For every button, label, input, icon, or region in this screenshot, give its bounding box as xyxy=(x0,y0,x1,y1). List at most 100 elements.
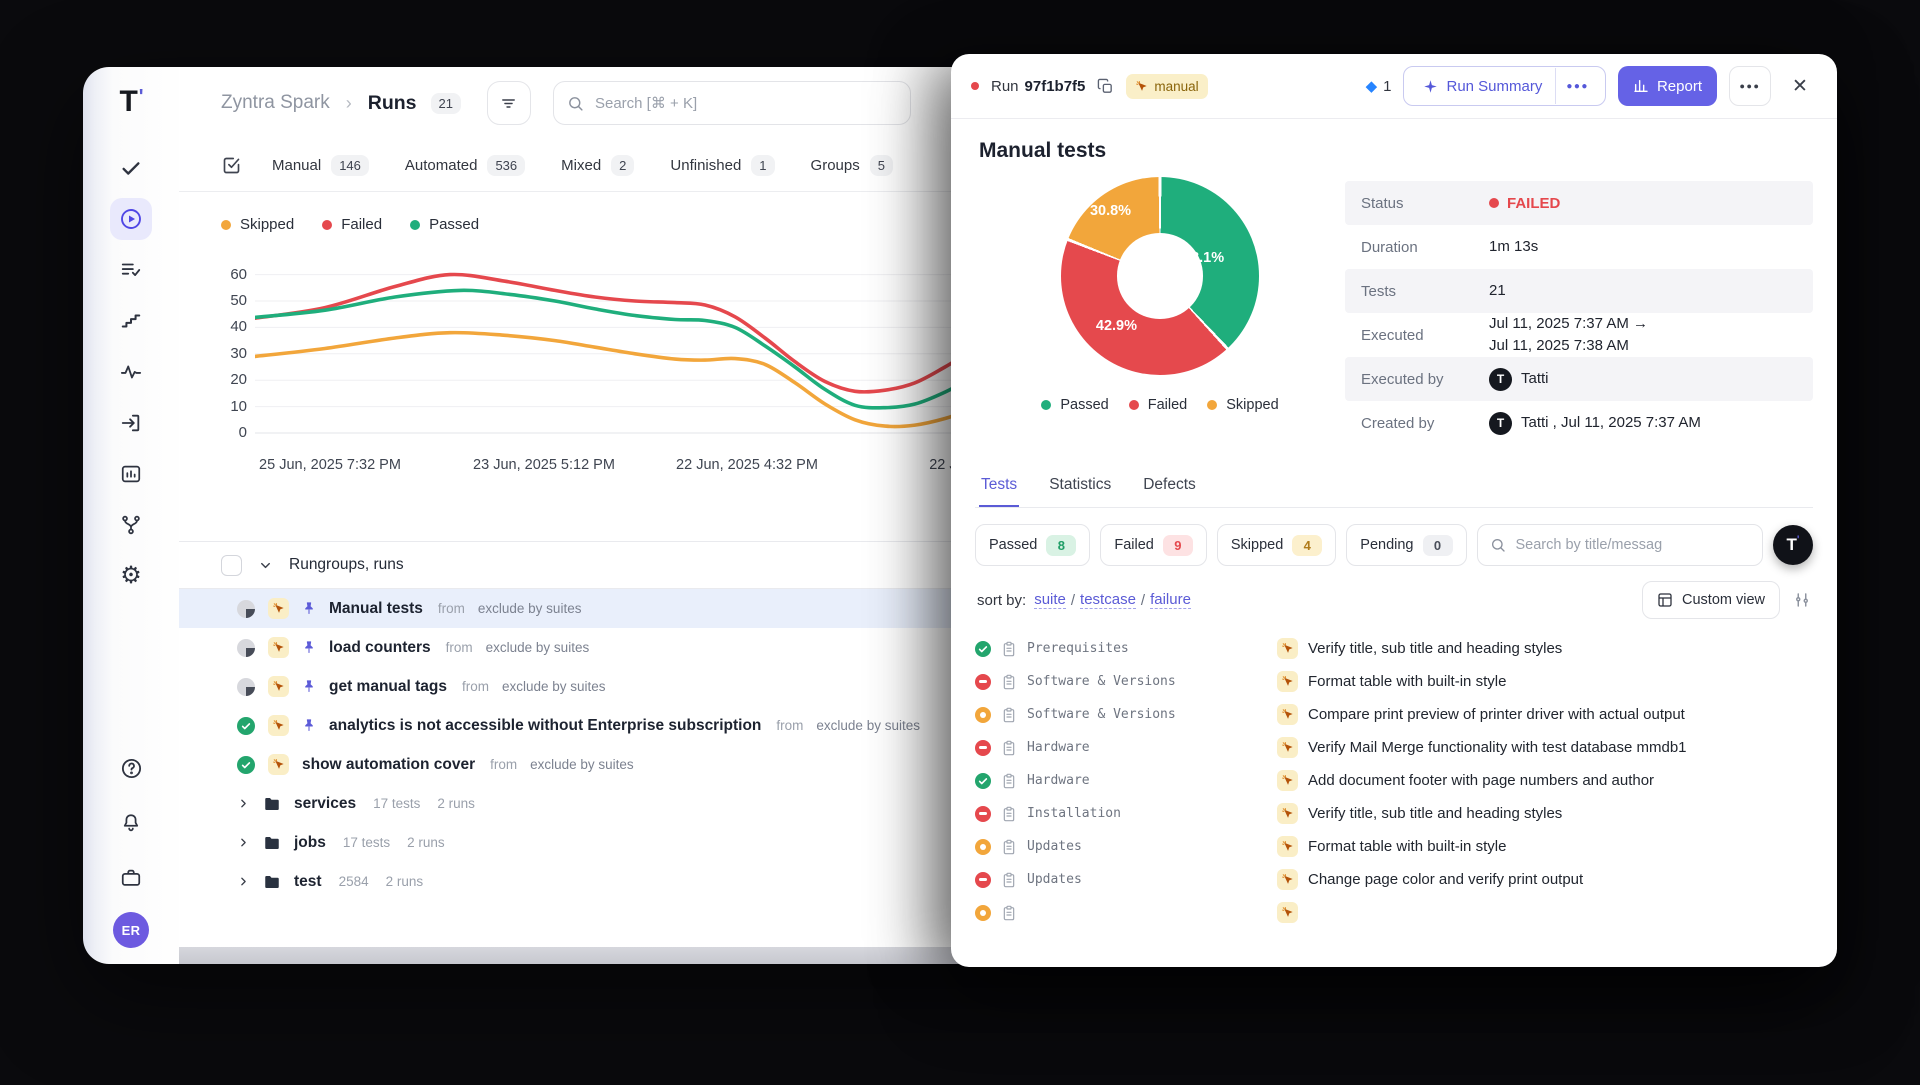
sort-link-testcase[interactable]: testcase xyxy=(1080,591,1136,609)
tab-unfinished[interactable]: Unfinished 1 xyxy=(670,154,775,176)
test-row[interactable]: Hardware Verify Mail Merge functionality … xyxy=(975,731,1813,764)
list-check-icon[interactable] xyxy=(110,249,152,291)
notifications-bell-icon[interactable] xyxy=(110,802,152,844)
folder-icon xyxy=(263,873,281,891)
filter-chip-passed[interactable]: Passed 8 xyxy=(975,524,1091,566)
close-icon[interactable]: ✕ xyxy=(1783,69,1817,103)
run-from-value[interactable]: exclude by suites xyxy=(816,718,920,733)
test-title: Verify title, sub title and heading styl… xyxy=(1308,640,1563,657)
linked-issues[interactable]: ◆ 1 xyxy=(1365,77,1392,96)
user-avatar[interactable]: ER xyxy=(113,912,149,948)
run-type-badge[interactable]: manual xyxy=(1126,73,1208,99)
run-from-value[interactable]: exclude by suites xyxy=(502,679,606,694)
select-all-checkbox[interactable] xyxy=(221,554,242,576)
activity-icon[interactable] xyxy=(110,351,152,393)
runs-play-icon[interactable] xyxy=(110,198,152,240)
y-tick: 50 xyxy=(230,292,247,309)
test-row[interactable]: Prerequisites Verify title, sub title and… xyxy=(975,632,1813,665)
search-input[interactable] xyxy=(592,93,897,113)
settings-gear-icon[interactable]: ⚙ xyxy=(120,562,142,589)
test-row[interactable]: Hardware Add document footer with page nu… xyxy=(975,764,1813,797)
steps-icon[interactable] xyxy=(110,300,152,342)
run-summary-button[interactable]: Run Summary ●●● xyxy=(1403,66,1606,106)
copy-icon[interactable] xyxy=(1097,78,1114,95)
chip-count: 0 xyxy=(1422,534,1453,556)
manual-cursor-icon xyxy=(268,676,289,697)
chevron-down-icon[interactable] xyxy=(258,558,273,573)
folder-meta: 17 tests xyxy=(342,835,391,850)
run-row[interactable]: load counters from exclude by suites xyxy=(179,628,1820,667)
test-row[interactable]: Updates Format table with built-in style xyxy=(975,830,1813,863)
run-from-value[interactable]: exclude by suites xyxy=(530,757,634,772)
tab-defects[interactable]: Defects xyxy=(1143,476,1196,493)
tab-tests[interactable]: Tests xyxy=(979,467,1020,507)
app-logo[interactable]: T' xyxy=(119,85,144,118)
custom-view-button[interactable]: Custom view xyxy=(1642,581,1780,619)
run-status-dot xyxy=(971,82,979,90)
passed-status-icon xyxy=(237,755,255,774)
chip-label: Passed xyxy=(989,537,1038,553)
tab-groups[interactable]: Groups 5 xyxy=(811,154,893,176)
folder-row[interactable]: jobs 17 tests 2 runs xyxy=(179,823,1820,862)
run-row[interactable]: show automation cover from exclude by suit… xyxy=(179,745,1820,784)
projects-briefcase-icon[interactable] xyxy=(110,857,152,899)
filter-chip-pending[interactable]: Pending 0 xyxy=(1346,524,1467,566)
tab-manual[interactable]: Manual 146 xyxy=(272,154,369,176)
folder-icon xyxy=(263,795,281,813)
tests-search-input[interactable] xyxy=(1513,536,1750,554)
view-settings-icon[interactable] xyxy=(1793,591,1811,609)
sort-link-suite[interactable]: suite xyxy=(1034,591,1066,609)
run-from-label: from xyxy=(437,601,465,616)
bar-chart-icon[interactable] xyxy=(110,453,152,495)
folder-name: services xyxy=(294,794,357,812)
y-tick: 40 xyxy=(230,318,247,336)
y-tick: 20 xyxy=(230,371,247,389)
jira-diamond-icon: ◆ xyxy=(1365,78,1378,95)
manual-cursor-icon xyxy=(268,715,289,736)
import-icon[interactable] xyxy=(110,402,152,444)
chevron-right-icon[interactable] xyxy=(237,875,250,888)
filter-button[interactable] xyxy=(486,81,531,125)
more-actions-button[interactable]: ●●● xyxy=(1729,66,1771,106)
report-button[interactable]: Report xyxy=(1617,66,1717,106)
sort-separator: / xyxy=(1070,591,1076,609)
sort-link-failure[interactable]: failure xyxy=(1150,591,1191,609)
tab-count-badge: 2 xyxy=(611,154,635,176)
tab-count-badge: 5 xyxy=(869,154,893,176)
test-row[interactable]: Software & Versions Format table with bui… xyxy=(975,665,1813,698)
page-header: Zyntra Spark › Runs 21 xyxy=(179,67,1820,139)
filter-chip-skipped[interactable]: Skipped 4 xyxy=(1216,524,1337,566)
run-from-value[interactable]: exclude by suites xyxy=(485,640,590,655)
test-row[interactable]: Updates Change page color and verify prin… xyxy=(975,863,1813,896)
testcase-clipboard-icon xyxy=(1001,740,1017,756)
test-row[interactable]: Installation Verify title, sub title and … xyxy=(975,797,1813,830)
run-summary-more[interactable]: ●●● xyxy=(1555,68,1599,104)
help-icon[interactable] xyxy=(110,747,152,789)
branch-icon[interactable] xyxy=(110,504,152,546)
tab-mixed[interactable]: Mixed 2 xyxy=(561,154,635,176)
tasks-check-icon[interactable] xyxy=(110,147,152,189)
passed-status-icon xyxy=(237,716,255,735)
chevron-right-icon[interactable] xyxy=(237,797,250,810)
breadcrumb-project[interactable]: Zyntra Spark xyxy=(221,92,330,113)
assistant-logo-button[interactable]: T ' xyxy=(1773,525,1813,565)
folder-row[interactable]: test 2584 2 runs xyxy=(179,862,1820,901)
chevron-right-icon[interactable] xyxy=(237,836,250,849)
run-row[interactable]: get manual tags from exclude by suites xyxy=(179,667,1820,706)
detail-text: Tatti , Jul 11, 2025 7:37 AM xyxy=(1521,414,1701,432)
select-runs-icon[interactable] xyxy=(221,155,242,176)
sort-separator: / xyxy=(1140,591,1146,609)
test-title-cell: Verify Mail Merge functionality with tes… xyxy=(1277,737,1687,758)
folder-row[interactable]: services 17 tests 2 runs xyxy=(179,784,1820,823)
testcase-clipboard-icon xyxy=(1001,872,1017,888)
filter-chip-failed[interactable]: Failed 9 xyxy=(1100,524,1207,566)
tab-automated[interactable]: Automated 536 xyxy=(405,154,526,176)
run-from-value[interactable]: exclude by suites xyxy=(477,601,582,616)
test-row[interactable]: Software & Versions Compare print preview… xyxy=(975,698,1813,731)
suite-name: Prerequisites xyxy=(1027,641,1129,656)
test-row[interactable] xyxy=(975,896,1813,929)
tab-statistics[interactable]: Statistics xyxy=(1049,476,1112,493)
test-title: Add document footer with page numbers an… xyxy=(1308,772,1655,789)
rungroups-title: Rungroups, runs xyxy=(289,556,404,573)
run-row[interactable]: analytics is not accessible without Ente… xyxy=(179,706,1820,745)
